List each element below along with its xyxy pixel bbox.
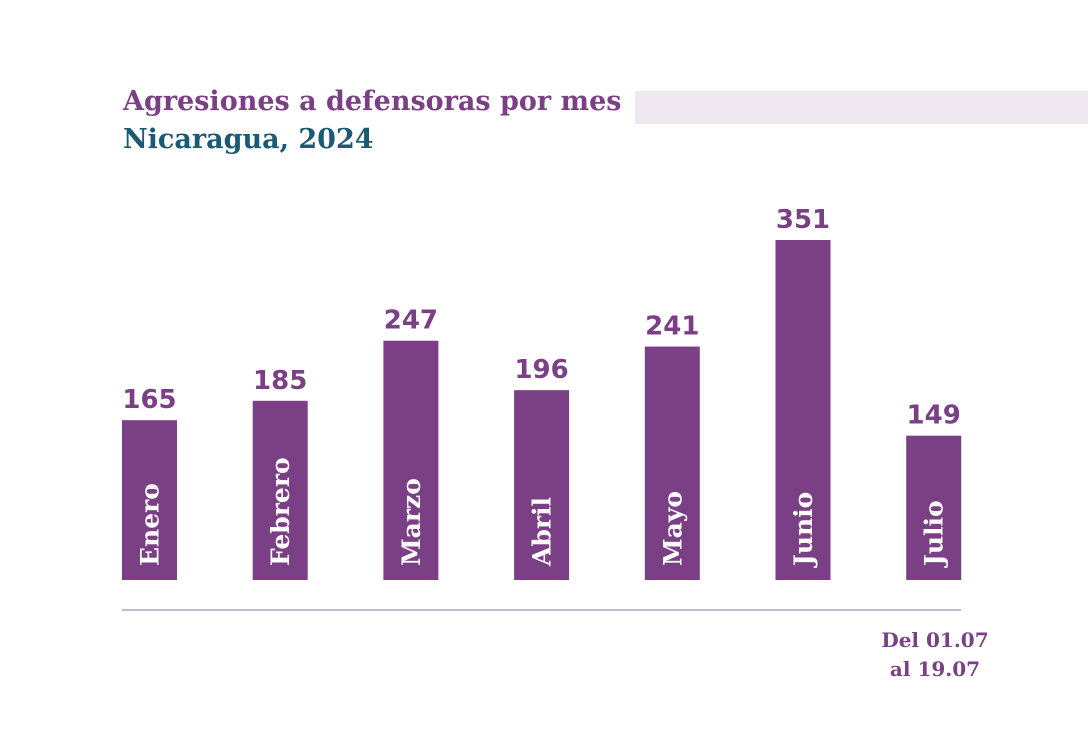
category-label-marzo: Marzo — [397, 478, 426, 566]
bar-julio — [906, 435, 962, 580]
bar-enero — [122, 420, 177, 580]
category-label-julio: Julio — [920, 500, 949, 568]
category-label-abril: Abril — [528, 497, 557, 567]
bar-junio — [775, 240, 831, 580]
value-label-marzo: 247 — [384, 306, 438, 336]
value-label-junio: 351 — [776, 205, 830, 235]
value-label-febrero: 185 — [253, 366, 307, 396]
bar-mayo — [644, 346, 700, 580]
category-label-enero: Enero — [136, 483, 165, 566]
note-line-1: Del 01.07 — [881, 628, 989, 652]
bar-marzo — [383, 340, 439, 580]
value-label-enero: 165 — [122, 385, 176, 415]
chart-title: Agresiones a defensoras por mes — [123, 86, 622, 117]
value-label-mayo: 241 — [645, 312, 699, 342]
note-line-2: al 19.07 — [889, 657, 981, 681]
bars-group: 165 Enero 185 Febrero 247 Marzo 196 Abril 241 May… — [122, 205, 962, 580]
bar-abril — [514, 390, 570, 580]
value-label-abril: 196 — [514, 355, 568, 385]
category-label-mayo: Mayo — [658, 491, 687, 566]
header-decoration-band — [635, 91, 1088, 124]
chart-subtitle: Nicaragua, 2024 — [123, 124, 374, 155]
value-label-julio: 149 — [907, 401, 961, 431]
category-label-febrero: Febrero — [266, 457, 295, 566]
category-label-junio: Junio — [789, 492, 818, 568]
bar-febrero — [252, 400, 308, 580]
julio-date-range-note: Del 01.07 al 19.07 — [870, 626, 1000, 684]
